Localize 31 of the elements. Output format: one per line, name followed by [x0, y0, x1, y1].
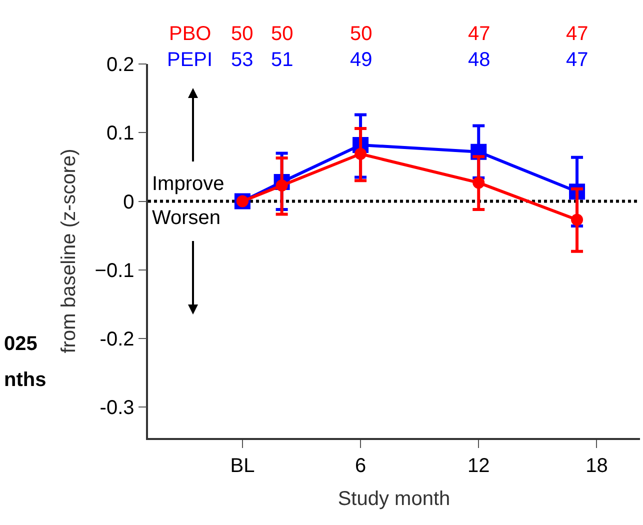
x-tick-label: 18 — [586, 454, 608, 477]
y-tick-label: −0.1 — [94, 260, 134, 282]
annotation: 53 — [231, 49, 254, 71]
annotation: 48 — [468, 49, 490, 71]
text: 50 — [231, 23, 254, 45]
y-tick-label: 0 — [123, 191, 134, 214]
point — [472, 176, 485, 189]
y-axis-title: from baseline (z-score) — [58, 148, 80, 354]
text: 47 — [468, 23, 490, 45]
x-tick-label: 6 — [354, 454, 366, 477]
y-tick-label: -0.3 — [100, 397, 134, 420]
annotation: 49 — [350, 49, 372, 71]
x-axis-title: Study month — [338, 488, 450, 510]
point — [571, 214, 584, 226]
text: 47 — [566, 23, 588, 45]
annotation: 51 — [271, 49, 294, 71]
annotation: Improve — [152, 173, 224, 195]
text: 50 — [271, 23, 294, 45]
text: PBO — [169, 23, 212, 45]
y-tick-label: 0.1 — [106, 122, 134, 145]
point — [354, 148, 367, 160]
text: 50 — [350, 23, 372, 45]
annotation: Worsen — [152, 207, 221, 229]
text: PEPI — [167, 49, 213, 71]
y-tick-label: -0.2 — [100, 328, 134, 350]
x-tick-label: BL — [230, 454, 255, 477]
annotation: 47 — [566, 49, 588, 71]
y-tick-label: 0.2 — [106, 54, 134, 76]
text: 025 — [4, 333, 38, 355]
x-tick-label: 12 — [467, 454, 490, 477]
text: nths — [4, 369, 46, 391]
